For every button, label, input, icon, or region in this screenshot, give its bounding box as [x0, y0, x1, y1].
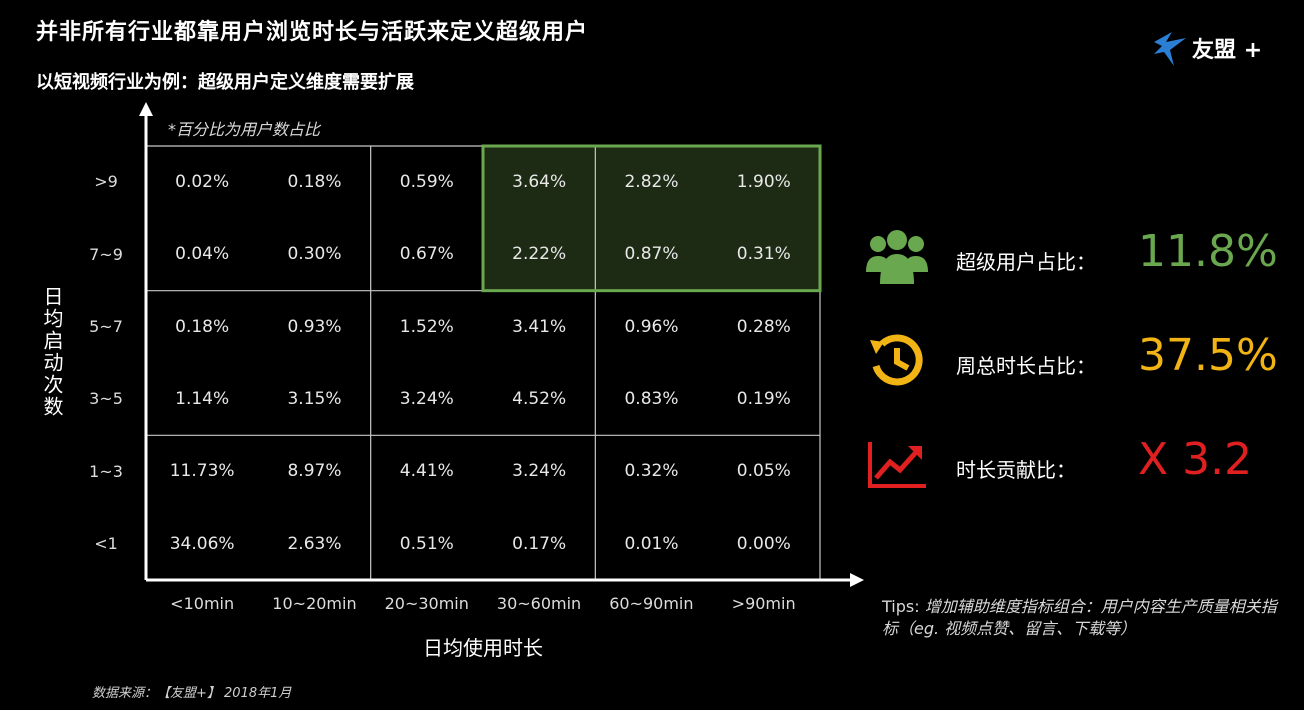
cell-value: 0.17% — [512, 533, 567, 554]
cell-value: 3.15% — [287, 389, 342, 410]
stat-value: 11.8% — [1138, 226, 1278, 277]
cell-value: 0.83% — [624, 389, 679, 410]
cell-value: 0.00% — [736, 533, 791, 554]
stat-super-users: 超级用户占比： 11.8% — [864, 222, 1284, 292]
cell-value: 0.18% — [287, 172, 342, 193]
stat-label: 时长贡献比： — [956, 458, 1076, 482]
swift-bird-icon — [1154, 32, 1186, 66]
x-tick-label: <10min — [170, 594, 235, 613]
x-tick-label: 10~20min — [272, 594, 357, 613]
stat-duration-contribution: 时长贡献比： X 3.2 — [864, 430, 1284, 500]
cell-value: 0.30% — [287, 244, 342, 265]
cell-value: 2.82% — [624, 172, 679, 193]
cell-value: 3.24% — [399, 389, 454, 410]
cell-value: 3.41% — [512, 316, 567, 337]
y-axis-label-text: 日均启动次数 — [40, 286, 64, 418]
cell-value: 0.96% — [624, 316, 679, 337]
clock-history-icon — [870, 334, 923, 386]
tips-note: Tips: 增加辅助维度指标组合：用户内容生产质量相关指标（eg. 视频点赞、留… — [882, 597, 1277, 638]
page-title: 并非所有行业都靠用户浏览时长与活跃来定义超级用户 — [36, 20, 589, 45]
y-axis-arrow — [139, 102, 153, 116]
cell-value: 4.41% — [399, 461, 454, 482]
x-axis-arrow — [850, 573, 864, 587]
page-subtitle: 以短视频行业为例：超级用户定义维度需要扩展 — [36, 72, 414, 93]
cell-value: 11.73% — [169, 461, 235, 482]
cell-value: 1.52% — [399, 316, 454, 337]
cell-value: 1.90% — [736, 172, 791, 193]
y-tick-label: 1~3 — [89, 461, 123, 481]
cell-value: 0.31% — [736, 244, 791, 265]
cell-value: 2.63% — [287, 533, 342, 554]
stat-label: 周总时长占比： — [956, 354, 1096, 378]
x-tick-label: >90min — [731, 594, 796, 613]
stat-label: 超级用户占比： — [956, 250, 1096, 274]
cell-value: 0.59% — [399, 172, 454, 193]
cell-value: 0.04% — [175, 244, 230, 265]
cell-value: 8.97% — [287, 461, 342, 482]
cell-value: 3.64% — [512, 172, 567, 193]
cell-value: 4.52% — [512, 389, 567, 410]
cell-value: 0.28% — [736, 316, 791, 337]
cell-value: 1.14% — [175, 389, 230, 410]
y-tick-label: <1 — [94, 533, 118, 553]
cell-value: 0.01% — [624, 533, 679, 554]
y-axis-label: 日均启动次数 — [40, 286, 66, 418]
cell-value: 0.18% — [175, 316, 230, 337]
stat-weekly-duration: 周总时长占比： 37.5% — [864, 326, 1284, 396]
x-axis-label: 日均使用时长 — [423, 636, 543, 660]
cell-value: 0.32% — [624, 461, 679, 482]
x-tick-label: 60~90min — [609, 594, 694, 613]
stat-value: 37.5% — [1138, 330, 1278, 381]
y-tick-label: 3~5 — [89, 389, 123, 409]
cell-value: 2.22% — [512, 244, 567, 265]
heatmap-cells: 0.02% 0.18% 0.59% 3.64% 2.82% 1.90% 0.04% 0.30%… — [146, 146, 820, 580]
users-group-icon — [866, 230, 928, 284]
x-axis-ticks: <10min 10~20min 20~30min 30~60min 60~90min >9… — [146, 594, 820, 618]
cell-value: 34.06% — [169, 533, 235, 554]
data-source: 数据来源：【友盟+】 2018年1月 — [92, 686, 292, 701]
cell-value: 0.93% — [287, 316, 342, 337]
stat-value: X 3.2 — [1138, 434, 1253, 485]
y-tick-label: >9 — [94, 172, 118, 192]
highlight-border — [481, 144, 822, 293]
highlight-fill — [483, 146, 820, 291]
y-tick-label: 5~7 — [89, 316, 123, 336]
chart-note: *百分比为用户数占比 — [168, 120, 321, 139]
cell-value: 0.87% — [624, 244, 679, 265]
cell-value: 0.67% — [399, 244, 454, 265]
x-tick-label: 20~30min — [384, 594, 469, 613]
cell-value: 0.19% — [736, 389, 791, 410]
trend-up-chart-icon — [868, 442, 926, 488]
cell-value: 0.05% — [736, 461, 791, 482]
cell-value: 0.51% — [399, 533, 454, 554]
brand-logo: 友盟 + — [1152, 28, 1262, 68]
x-tick-label: 30~60min — [496, 594, 582, 613]
brand-name: 友盟 + — [1192, 38, 1263, 63]
y-tick-label: 7~9 — [89, 244, 123, 264]
cell-value: 0.02% — [175, 172, 230, 193]
cell-value: 3.24% — [512, 461, 567, 482]
